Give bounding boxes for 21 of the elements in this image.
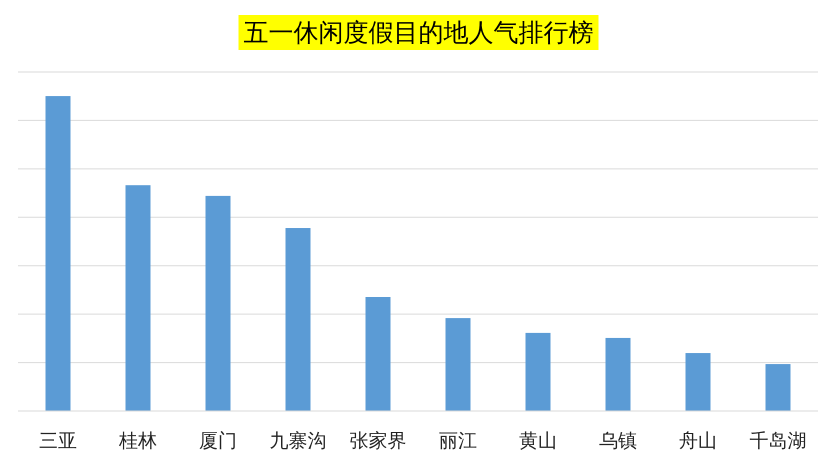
chart-title: 五一休闲度假目的地人气排行榜 [244,18,594,47]
bar [206,196,230,411]
x-tick-label: 张家界 [350,430,406,452]
x-tick-label: 厦门 [199,430,237,452]
x-tick-label: 乌镇 [599,430,637,452]
bar [526,332,550,411]
bar [686,353,710,411]
x-tick-label: 黄山 [519,430,557,452]
bar [286,228,310,411]
x-tick-label: 丽江 [439,430,477,452]
bar [46,96,70,411]
x-tick-label: 三亚 [39,430,77,452]
bar [446,318,470,411]
x-tick-label: 九寨沟 [270,430,326,452]
x-tick-label: 千岛湖 [750,430,806,452]
x-tick-label: 舟山 [679,430,717,452]
bar [766,364,790,411]
bar [366,296,390,411]
x-tick-label: 桂林 [118,430,157,452]
bar [606,338,630,411]
bar [126,185,150,411]
